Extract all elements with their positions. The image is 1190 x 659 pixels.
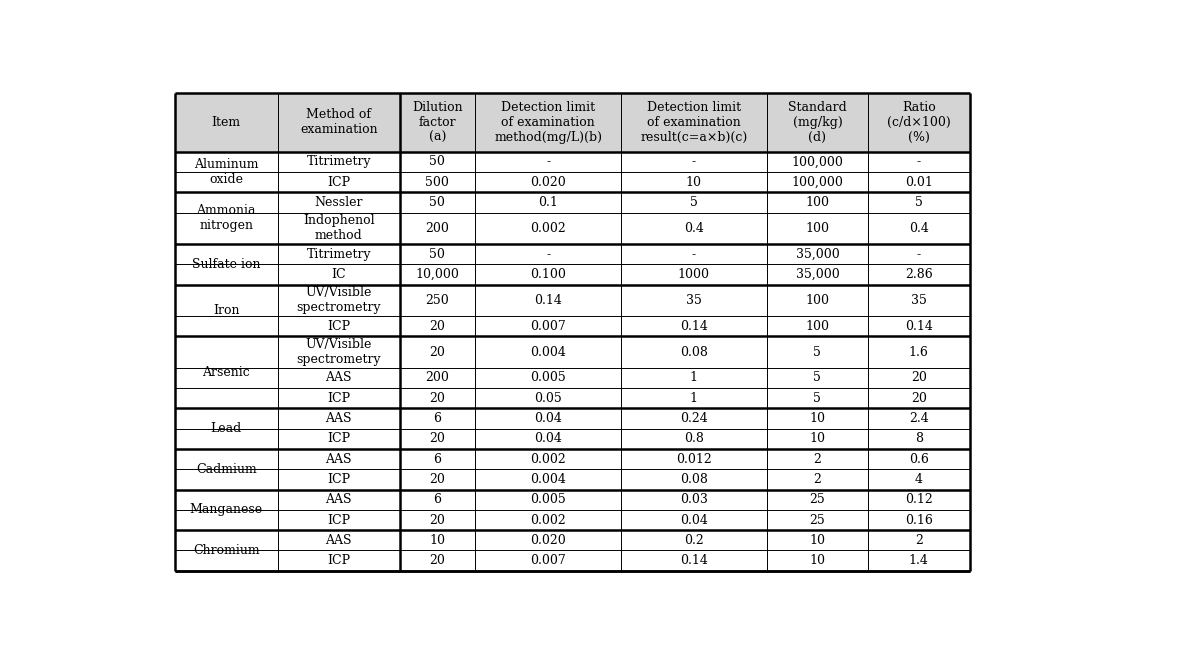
Text: 20: 20 <box>430 554 445 567</box>
Text: 100: 100 <box>806 294 829 307</box>
Bar <box>175 429 970 449</box>
Text: 6: 6 <box>433 493 441 506</box>
Text: Indophenol
method: Indophenol method <box>303 214 375 243</box>
Text: 0.4: 0.4 <box>909 222 928 235</box>
Text: 0.4: 0.4 <box>684 222 703 235</box>
Text: AAS: AAS <box>326 372 352 384</box>
Text: Detection limit
of examination
method(mg/L)(b): Detection limit of examination method(mg… <box>494 101 602 144</box>
Text: 4: 4 <box>915 473 922 486</box>
Text: 0.020: 0.020 <box>531 175 566 188</box>
Bar <box>175 336 970 368</box>
Text: 5: 5 <box>814 391 821 405</box>
Text: 50: 50 <box>430 196 445 209</box>
Text: AAS: AAS <box>326 493 352 506</box>
Text: 0.2: 0.2 <box>684 534 703 547</box>
Text: IC: IC <box>332 268 346 281</box>
Text: 35: 35 <box>910 294 927 307</box>
Text: Iron: Iron <box>213 304 239 317</box>
Text: 0.002: 0.002 <box>531 453 566 466</box>
Bar <box>175 285 970 316</box>
Text: -: - <box>916 248 921 261</box>
Bar <box>175 449 970 469</box>
Text: Manganese: Manganese <box>189 503 263 517</box>
Text: ICP: ICP <box>327 175 350 188</box>
Text: 0.14: 0.14 <box>534 294 562 307</box>
Text: 5: 5 <box>814 345 821 358</box>
Text: 20: 20 <box>430 432 445 445</box>
Text: ICP: ICP <box>327 554 350 567</box>
Text: UV/Visible
spectrometry: UV/Visible spectrometry <box>296 338 381 366</box>
Text: 0.100: 0.100 <box>531 268 566 281</box>
Text: 0.004: 0.004 <box>531 473 566 486</box>
Text: 50: 50 <box>430 156 445 168</box>
Text: 100: 100 <box>806 196 829 209</box>
Text: 8: 8 <box>915 432 922 445</box>
Text: 5: 5 <box>915 196 922 209</box>
Text: 10: 10 <box>685 175 702 188</box>
Text: 20: 20 <box>910 391 927 405</box>
Text: Lead: Lead <box>211 422 242 435</box>
Bar <box>175 264 970 285</box>
Text: Arsenic: Arsenic <box>202 366 250 379</box>
Text: 0.14: 0.14 <box>904 320 933 333</box>
Text: 6: 6 <box>433 412 441 425</box>
Text: 0.04: 0.04 <box>534 412 562 425</box>
Text: Aluminum
oxide: Aluminum oxide <box>194 158 258 186</box>
Text: 0.14: 0.14 <box>679 320 708 333</box>
Text: -: - <box>691 156 696 168</box>
Text: 10: 10 <box>809 432 826 445</box>
Text: -: - <box>916 156 921 168</box>
Text: 0.6: 0.6 <box>909 453 928 466</box>
Bar <box>175 530 970 550</box>
Text: 200: 200 <box>426 372 450 384</box>
Text: Ratio
(c/d×100)
(%): Ratio (c/d×100) (%) <box>887 101 951 144</box>
Text: Chromium: Chromium <box>193 544 259 557</box>
Text: 10: 10 <box>809 554 826 567</box>
Text: 10: 10 <box>430 534 445 547</box>
Text: Sulfate ion: Sulfate ion <box>192 258 261 271</box>
Text: 0.04: 0.04 <box>534 432 562 445</box>
Text: Detection limit
of examination
result(c=a×b)(c): Detection limit of examination result(c=… <box>640 101 747 144</box>
Text: ICP: ICP <box>327 473 350 486</box>
Text: 2.86: 2.86 <box>904 268 933 281</box>
Bar <box>175 530 278 571</box>
Bar <box>175 192 970 213</box>
Text: 1.4: 1.4 <box>909 554 928 567</box>
Text: 100: 100 <box>806 222 829 235</box>
Text: 6: 6 <box>433 453 441 466</box>
Bar <box>175 368 970 388</box>
Bar <box>175 285 278 336</box>
Bar <box>175 336 278 409</box>
Bar <box>175 152 970 172</box>
Text: ICP: ICP <box>327 432 350 445</box>
Text: 10: 10 <box>809 412 826 425</box>
Text: Titrimetry: Titrimetry <box>306 248 371 261</box>
Text: 0.16: 0.16 <box>904 513 933 527</box>
Text: 2: 2 <box>814 473 821 486</box>
Text: 0.12: 0.12 <box>904 493 933 506</box>
Text: 20: 20 <box>430 320 445 333</box>
Bar <box>175 152 278 192</box>
Bar <box>175 469 970 490</box>
Text: 100,000: 100,000 <box>791 175 844 188</box>
Text: 10: 10 <box>809 534 826 547</box>
Text: ICP: ICP <box>327 391 350 405</box>
Bar <box>175 94 970 152</box>
Text: 0.012: 0.012 <box>676 453 712 466</box>
Text: -: - <box>546 248 550 261</box>
Text: 20: 20 <box>430 513 445 527</box>
Text: -: - <box>546 156 550 168</box>
Text: 0.01: 0.01 <box>904 175 933 188</box>
Bar <box>175 192 278 244</box>
Text: ICP: ICP <box>327 513 350 527</box>
Text: 0.005: 0.005 <box>531 372 566 384</box>
Text: 0.007: 0.007 <box>531 320 566 333</box>
Text: 50: 50 <box>430 248 445 261</box>
Text: 0.005: 0.005 <box>531 493 566 506</box>
Text: Dilution
factor
(a): Dilution factor (a) <box>412 101 463 144</box>
Text: 2.4: 2.4 <box>909 412 928 425</box>
Text: 1.6: 1.6 <box>909 345 928 358</box>
Bar <box>175 316 970 336</box>
Text: 1: 1 <box>690 391 697 405</box>
Bar <box>175 244 278 285</box>
